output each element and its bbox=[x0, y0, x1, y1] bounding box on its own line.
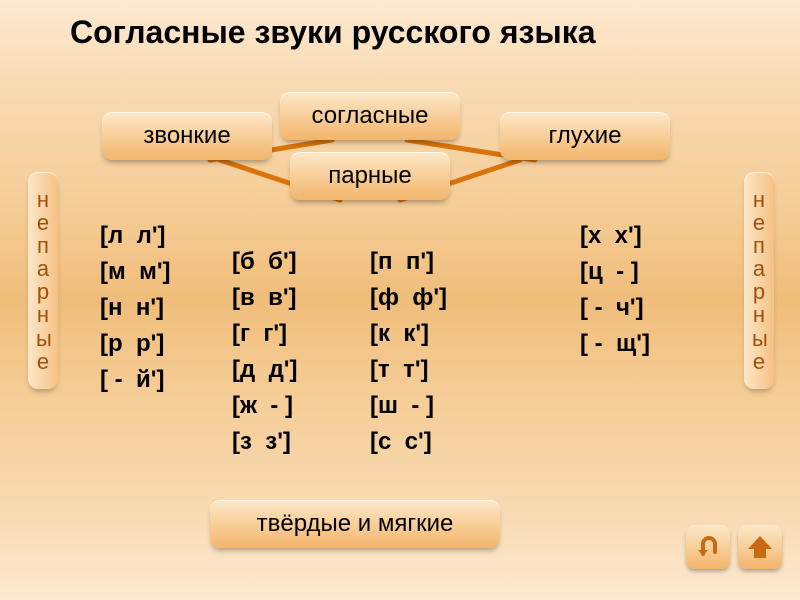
box-hard-soft: твёрдые и мягкие bbox=[210, 500, 500, 548]
u-turn-icon bbox=[693, 532, 723, 562]
box-voiceless: глухие bbox=[500, 112, 670, 160]
up-arrow-icon bbox=[745, 532, 775, 562]
box-voiced: звонкие bbox=[102, 112, 272, 160]
column-voiceless-paired: [п п'] [ф ф'] [к к'] [т т'] [ш - ] [с с'… bbox=[370, 244, 447, 460]
back-button[interactable] bbox=[686, 525, 730, 569]
label-unpaired-right: непарные bbox=[744, 172, 774, 389]
column-voiceless-unpaired: [х х'] [ц - ] [ - ч'] [ - щ'] bbox=[580, 218, 650, 362]
column-voiced-unpaired: [л л'] [м м'] [н н'] [р р'] [ - й'] bbox=[100, 218, 171, 398]
box-paired: парные bbox=[290, 152, 450, 200]
box-consonants: согласные bbox=[280, 92, 460, 140]
label-unpaired-left: непарные bbox=[28, 172, 58, 389]
home-button[interactable] bbox=[738, 525, 782, 569]
column-voiced-paired: [б б'] [в в'] [г г'] [д д'] [ж - ] [з з'… bbox=[232, 244, 298, 460]
